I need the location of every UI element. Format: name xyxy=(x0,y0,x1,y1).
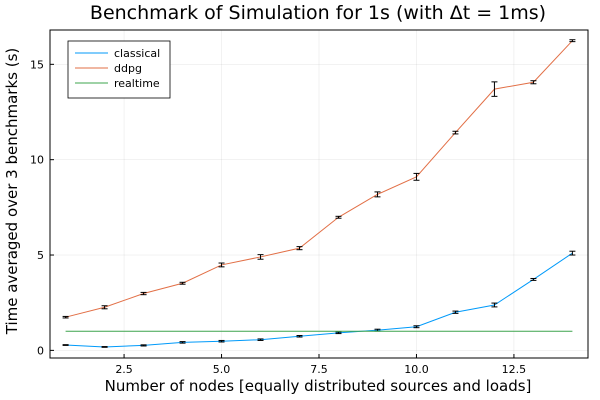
legend: classical ddpg realtime xyxy=(67,40,171,99)
error-bar xyxy=(530,80,537,85)
y-tick-label: 15 xyxy=(30,58,44,71)
y-axis-label: Time averaged over 3 benchmarks (s) xyxy=(3,48,21,335)
legend-label: ddpg xyxy=(114,62,142,75)
error-bar xyxy=(62,315,69,319)
error-bar xyxy=(569,39,576,43)
error-bar xyxy=(140,291,147,296)
error-bar xyxy=(257,338,264,341)
error-bar xyxy=(374,191,381,198)
error-bar xyxy=(335,331,342,335)
y-tick-label: 0 xyxy=(37,344,44,357)
error-bar xyxy=(257,254,264,260)
x-axis-ticks: 2.5 5.0 7.5 10.0 12.5 xyxy=(115,354,526,376)
legend-label: classical xyxy=(114,47,160,60)
error-bar xyxy=(218,262,225,268)
error-bar xyxy=(296,246,303,251)
series-ddpg xyxy=(62,39,576,319)
y-tick-label: 10 xyxy=(30,154,44,167)
legend-item: classical xyxy=(75,47,160,60)
error-bar xyxy=(530,277,537,281)
error-bar xyxy=(296,334,303,338)
series-classical xyxy=(62,250,576,348)
error-bar xyxy=(491,302,498,308)
legend-box xyxy=(67,40,171,99)
error-bar xyxy=(452,130,459,135)
error-bar xyxy=(335,215,342,219)
error-bar xyxy=(452,310,459,314)
legend-item: ddpg xyxy=(75,62,142,75)
x-tick-label: 2.5 xyxy=(115,363,133,376)
error-bar xyxy=(569,250,576,256)
y-tick-label: 5 xyxy=(37,249,44,262)
error-bar xyxy=(179,341,186,344)
error-bar xyxy=(101,346,108,348)
error-bar xyxy=(491,81,498,97)
x-tick-label: 12.5 xyxy=(502,363,527,376)
series-line-classical xyxy=(65,252,573,348)
error-bar xyxy=(62,344,69,346)
series-line-ddpg xyxy=(65,40,573,318)
error-bar xyxy=(413,325,420,329)
error-bar xyxy=(218,339,225,343)
error-bar xyxy=(101,305,108,310)
y-axis-ticks: 0 5 10 15 xyxy=(30,58,54,357)
error-bar xyxy=(413,172,420,181)
legend-item: realtime xyxy=(75,77,160,90)
error-bar xyxy=(140,344,147,347)
x-tick-label: 7.5 xyxy=(310,363,328,376)
x-tick-label: 10.0 xyxy=(404,363,429,376)
series-group xyxy=(62,39,576,348)
x-axis-label: Number of nodes [equally distributed sou… xyxy=(105,377,532,395)
chart-title: Benchmark of Simulation for 1s (with Δt … xyxy=(90,2,546,24)
grid xyxy=(50,30,588,358)
error-bar xyxy=(179,281,186,285)
x-tick-label: 5.0 xyxy=(213,363,231,376)
legend-label: realtime xyxy=(114,77,160,90)
